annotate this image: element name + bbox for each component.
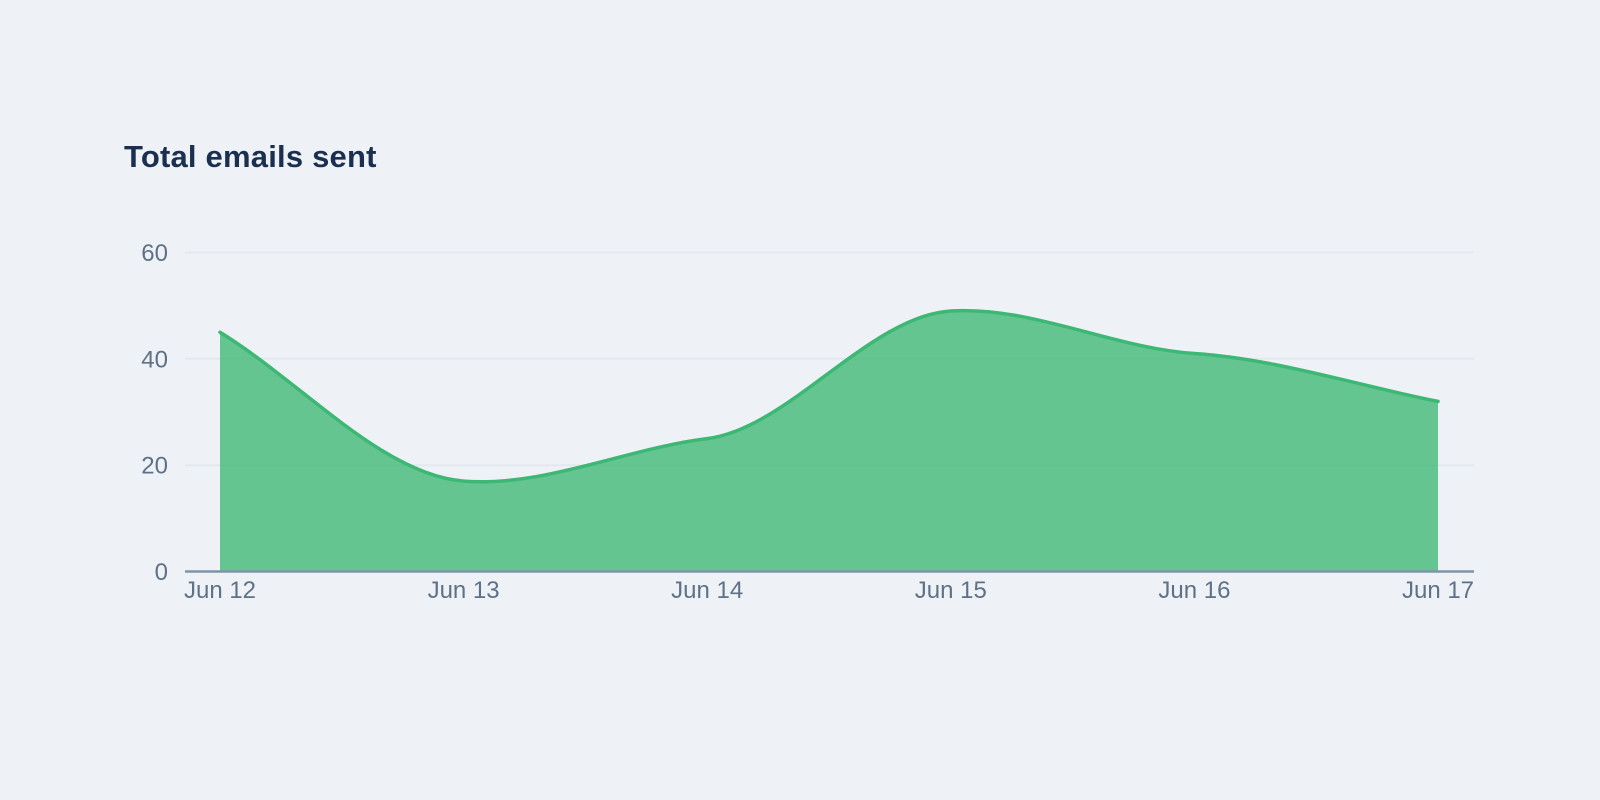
x-axis-tick-label: Jun 14 xyxy=(671,577,743,604)
y-axis-tick-label: 40 xyxy=(141,346,168,373)
x-axis-tick-label: Jun 13 xyxy=(428,577,500,604)
y-axis-tick-label: 0 xyxy=(155,559,168,586)
area-fill xyxy=(220,310,1438,572)
x-axis-tick-label: Jun 17 xyxy=(1402,577,1474,604)
x-axis-tick-label: Jun 12 xyxy=(184,577,256,604)
y-axis-tick-label: 20 xyxy=(141,453,168,480)
x-axis-tick-label: Jun 15 xyxy=(915,577,987,604)
y-axis-tick-label: 60 xyxy=(141,240,168,267)
x-axis-tick-label: Jun 16 xyxy=(1158,577,1230,604)
chart-title: Total emails sent xyxy=(124,139,377,174)
area-line xyxy=(218,308,1440,484)
